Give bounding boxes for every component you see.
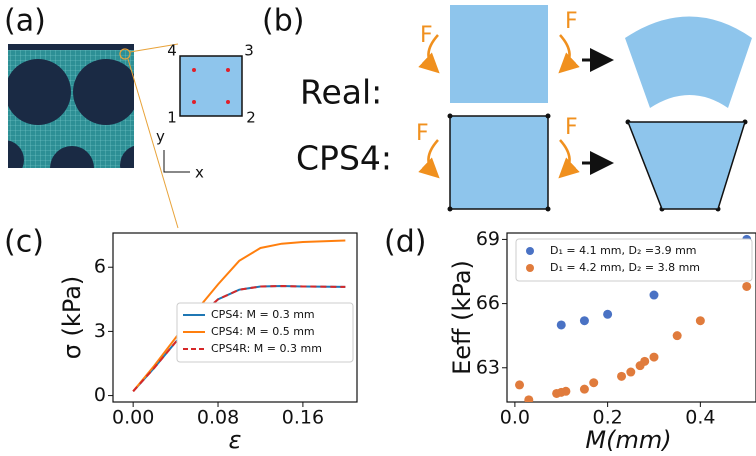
legend-label: D₁ = 4.1 mm, D₂ =3.9 mm bbox=[550, 244, 697, 257]
point bbox=[557, 320, 566, 329]
point bbox=[673, 331, 682, 340]
legend-label: CPS4: M = 0.3 mm bbox=[211, 308, 315, 321]
legend-label: CPS4R: M = 0.3 mm bbox=[211, 342, 322, 355]
point bbox=[649, 353, 658, 362]
point bbox=[626, 368, 635, 377]
force-label: F bbox=[565, 115, 578, 140]
legend-swatch bbox=[526, 264, 534, 272]
axis-label: y bbox=[156, 128, 165, 146]
x-tick-label: 0.4 bbox=[685, 407, 715, 429]
force-label: F bbox=[565, 9, 578, 34]
row-label: CPS4: bbox=[296, 139, 392, 178]
point bbox=[640, 357, 649, 366]
point bbox=[580, 385, 589, 394]
element bbox=[450, 5, 548, 103]
zoom-line bbox=[128, 59, 178, 228]
mesh-image bbox=[0, 44, 160, 190]
row-label: Real: bbox=[300, 73, 382, 112]
point bbox=[515, 380, 524, 389]
legend-swatch bbox=[526, 247, 534, 255]
node-label: 3 bbox=[244, 42, 254, 60]
axis-label: x bbox=[195, 164, 204, 182]
y-tick-label: 66 bbox=[476, 292, 500, 314]
node-label: 1 bbox=[167, 109, 177, 127]
y-tick-label: 0 bbox=[94, 384, 106, 406]
panel-label: (d) bbox=[384, 225, 426, 260]
x-tick-label: 0.16 bbox=[282, 407, 324, 429]
x-axis-label: ε bbox=[229, 426, 242, 454]
point bbox=[589, 378, 598, 387]
point bbox=[742, 282, 751, 291]
force-label: F bbox=[416, 121, 429, 146]
element bbox=[450, 116, 548, 209]
panel-label: (a) bbox=[4, 4, 46, 39]
figure: (a) (b) (c) (d) 1 2 3 4 y x Real: CPS4: … bbox=[0, 0, 756, 456]
y-tick-label: 6 bbox=[94, 256, 106, 278]
node-label: 2 bbox=[246, 109, 256, 127]
y-tick-label: 3 bbox=[94, 320, 106, 342]
legend-label: CPS4: M = 0.5 mm bbox=[211, 325, 315, 338]
panel-label: (c) bbox=[4, 225, 44, 260]
deformed-element bbox=[628, 122, 745, 209]
point bbox=[649, 291, 658, 300]
y-tick-label: 63 bbox=[476, 356, 500, 378]
x-tick-label: 0.0 bbox=[500, 407, 530, 429]
y-axis-label: σ (kPa) bbox=[58, 276, 86, 360]
point bbox=[561, 387, 570, 396]
y-axis-label: Eeff (kPa) bbox=[448, 260, 476, 375]
force-label: F bbox=[420, 23, 433, 48]
point bbox=[524, 395, 533, 404]
panel-label: (b) bbox=[262, 4, 304, 39]
axes-icon bbox=[164, 150, 190, 172]
y-tick-label: 69 bbox=[476, 228, 500, 250]
point bbox=[617, 372, 626, 381]
deformed-element bbox=[625, 17, 752, 109]
point bbox=[580, 316, 589, 325]
point bbox=[603, 310, 612, 319]
legend-label: D₁ = 4.2 mm, D₂ = 3.8 mm bbox=[550, 261, 700, 274]
x-axis-label: M(mm) bbox=[585, 426, 671, 454]
node-label: 4 bbox=[167, 42, 177, 60]
element bbox=[180, 56, 242, 116]
x-tick-label: 0.00 bbox=[112, 407, 154, 429]
point bbox=[696, 316, 705, 325]
